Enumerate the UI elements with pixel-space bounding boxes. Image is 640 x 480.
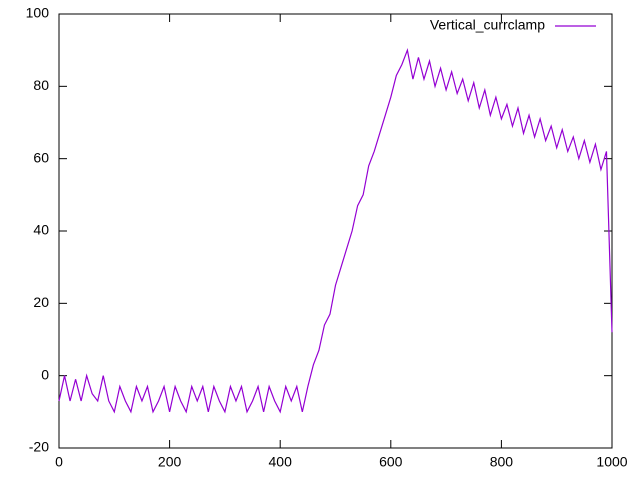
plot-frame <box>58 13 613 449</box>
x-tick-label: 0 <box>55 454 63 470</box>
y-tick-label: 20 <box>33 294 49 310</box>
y-tick-label: -20 <box>29 439 49 455</box>
y-tick-label: 100 <box>26 5 50 21</box>
legend-label: Vertical_currclamp <box>430 17 545 33</box>
x-tick-label: 400 <box>269 454 293 470</box>
y-tick-label: 60 <box>33 149 49 165</box>
x-tick-label: 600 <box>379 454 403 470</box>
x-tick-label: 1000 <box>596 454 627 470</box>
y-tick-label: 80 <box>33 77 49 93</box>
x-tick-label: 800 <box>490 454 514 470</box>
y-tick-label: 0 <box>41 366 49 382</box>
x-tick-label: 200 <box>158 454 182 470</box>
y-tick-label: 40 <box>33 222 49 238</box>
series-line <box>58 47 613 414</box>
